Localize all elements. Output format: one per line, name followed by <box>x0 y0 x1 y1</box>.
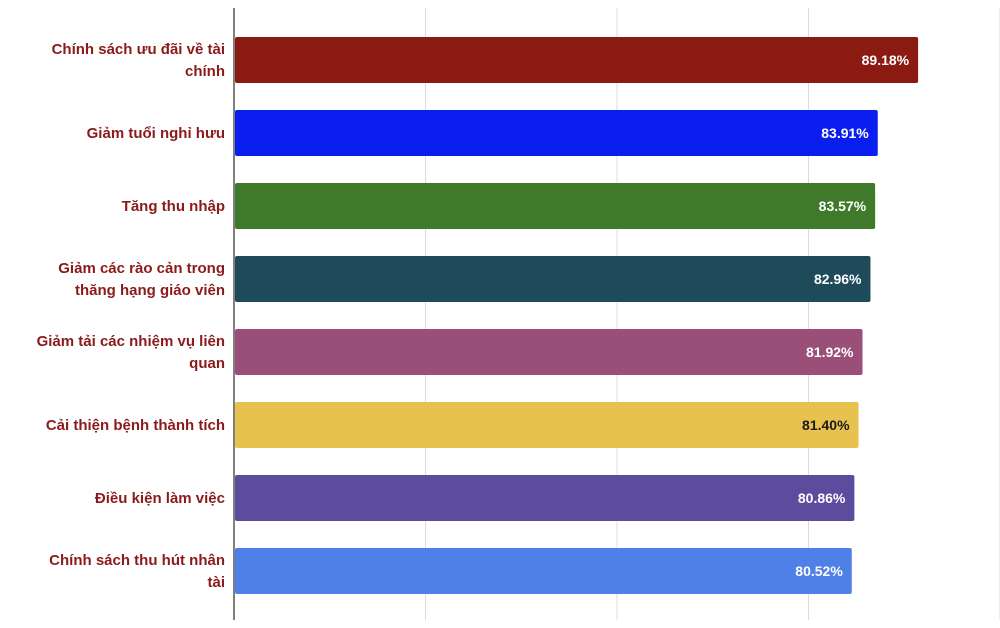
bar <box>235 256 871 302</box>
category-label: Giảm tải các nhiệm vụ liên quan <box>37 333 225 372</box>
bar <box>235 402 859 448</box>
data-label: 89.18% <box>862 52 910 68</box>
bar <box>235 475 855 521</box>
data-label: 83.91% <box>821 125 869 141</box>
bar <box>235 110 878 156</box>
category-label: Chính sách ưu đãi về tài chính <box>52 41 225 80</box>
bar <box>235 548 852 594</box>
bar <box>235 329 863 375</box>
bars: 89.18% 83.91% 83.57% 82.96% 81.92% 81.40% 80.8… <box>235 37 919 594</box>
category-label: Chính sách thu hút nhân tài <box>49 552 225 591</box>
data-label: 80.52% <box>795 563 843 579</box>
bar <box>235 183 876 229</box>
category-label: Cải thiện bệnh thành tích <box>46 417 225 434</box>
category-label: Giảm các rào cản trong thăng hạng giáo vi… <box>58 260 225 299</box>
category-label: Tăng thu nhập <box>122 198 225 215</box>
data-label: 81.92% <box>806 344 854 360</box>
category-label: Điều kiện làm việc <box>95 490 225 507</box>
category-labels: Chính sách ưu đãi về tài chính Giảm tuổi n… <box>37 41 225 591</box>
data-label: 81.40% <box>802 417 850 433</box>
data-label: 83.57% <box>819 198 867 214</box>
data-label: 80.86% <box>798 490 846 506</box>
bar <box>235 37 919 83</box>
grid-lines <box>425 8 1000 620</box>
data-label: 82.96% <box>814 271 862 287</box>
category-label: Giảm tuổi nghỉ hưu <box>87 125 225 142</box>
